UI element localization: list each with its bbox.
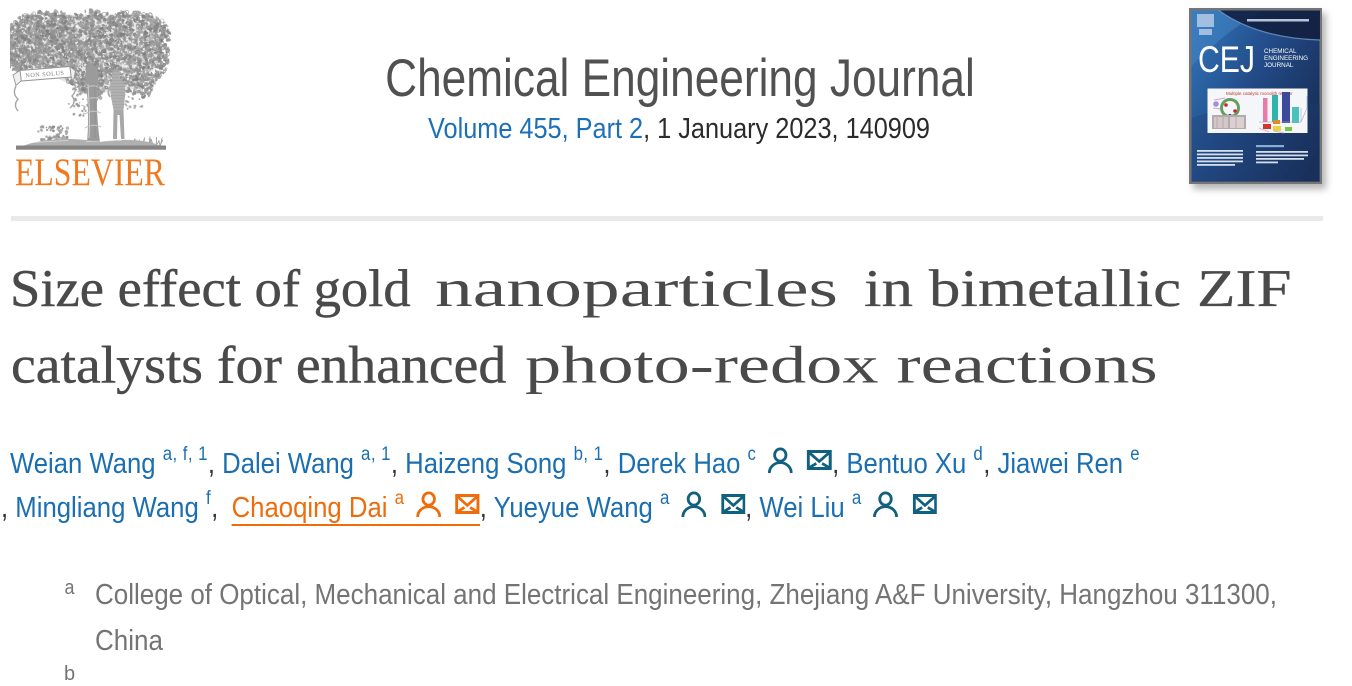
svg-text:JOURNAL: JOURNAL	[1264, 62, 1294, 69]
svg-text:CEJ: CEJ	[1198, 39, 1255, 80]
svg-text:CHEMICAL: CHEMICAL	[1264, 48, 1297, 55]
svg-text:ENGINEERING: ENGINEERING	[1264, 55, 1308, 62]
svg-text:ELSEVIER: ELSEVIER	[15, 151, 165, 193]
